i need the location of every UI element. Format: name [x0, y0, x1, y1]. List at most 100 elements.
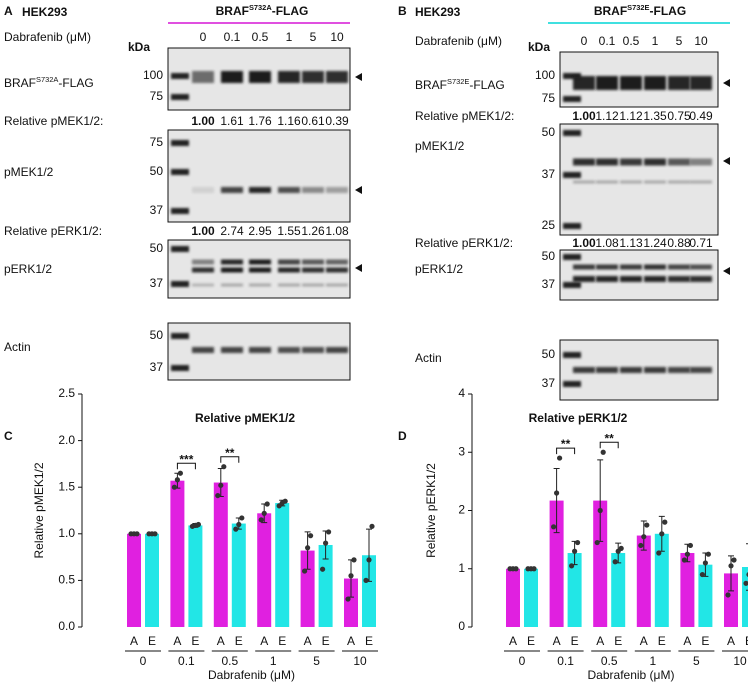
- protein-band: [644, 158, 666, 166]
- series-label: E: [148, 634, 156, 648]
- data-point: [236, 521, 242, 528]
- x-axis-label: Dabrafenib (μM): [588, 668, 675, 682]
- data-point: [743, 580, 748, 586]
- data-point: [618, 545, 624, 551]
- quant-value: 1.55: [277, 224, 301, 238]
- series-label: A: [727, 634, 735, 648]
- x-tick-label: 10: [733, 654, 747, 668]
- significance-bracket: [556, 447, 576, 455]
- series-label: A: [683, 634, 691, 648]
- protein-band: [249, 71, 271, 83]
- y-tick-label: 0: [458, 619, 465, 633]
- protein-band: [278, 187, 300, 193]
- construct-base: BRAF: [415, 78, 447, 92]
- quant-label: Relative pERK1/2:: [4, 224, 102, 238]
- data-point: [554, 490, 560, 496]
- protein-band: [249, 259, 271, 265]
- y-tick-label: 1: [458, 561, 465, 575]
- quant-value: 1.12: [619, 109, 643, 123]
- bar: [145, 533, 159, 627]
- x-tick-label: 0.1: [178, 654, 195, 668]
- marker-label: 75: [150, 135, 164, 149]
- y-axis-label: Relative pERK1/2: [424, 463, 438, 558]
- ladder-band: [563, 73, 581, 79]
- protein-band: [690, 158, 712, 166]
- data-point: [215, 492, 221, 499]
- protein-band: [302, 283, 324, 287]
- protein-band: [573, 276, 595, 282]
- ladder-band: [563, 172, 581, 178]
- quant-value: 1.12: [595, 109, 619, 123]
- band-arrow: [355, 73, 362, 81]
- bar: [611, 553, 626, 627]
- band-arrow: [355, 264, 362, 272]
- series-label: E: [614, 634, 622, 648]
- protein-band: [326, 71, 348, 83]
- protein-band: [596, 180, 618, 184]
- dose-label: 10: [330, 30, 344, 44]
- cell-line: HEK293: [415, 5, 461, 19]
- protein-band: [192, 267, 214, 273]
- blot: [167, 129, 351, 223]
- data-point: [233, 526, 239, 532]
- data-point: [731, 557, 737, 563]
- data-point: [699, 571, 706, 578]
- dose-label: 0: [581, 34, 588, 48]
- ladder-band: [563, 96, 581, 102]
- protein-band: [249, 347, 271, 353]
- protein-band: [192, 347, 214, 353]
- ladder-band: [171, 246, 189, 252]
- protein-band: [326, 267, 348, 273]
- marker-label: 50: [542, 347, 556, 361]
- significance-label: ***: [179, 452, 193, 466]
- protein-band: [690, 276, 712, 282]
- protein-band: [326, 347, 348, 353]
- quant-value: 0.61: [301, 114, 325, 128]
- ladder-band: [171, 73, 189, 79]
- bar: [257, 513, 272, 627]
- kda-label: kDa: [128, 40, 150, 54]
- panel-letter: D: [398, 429, 407, 443]
- protein-band: [644, 264, 666, 270]
- data-point: [600, 449, 606, 455]
- marker-label: 100: [535, 68, 555, 82]
- series-label: A: [304, 634, 312, 648]
- bar: [170, 480, 185, 627]
- series-label: A: [130, 634, 138, 648]
- marker-label: 37: [150, 203, 164, 217]
- series-label: E: [571, 634, 579, 648]
- protein-band: [278, 283, 300, 287]
- bar: [742, 567, 748, 627]
- protein-band: [249, 283, 271, 287]
- data-point: [531, 566, 537, 572]
- protein-band: [644, 180, 666, 184]
- protein-band: [668, 158, 690, 166]
- data-point: [351, 557, 357, 563]
- data-point: [551, 524, 557, 530]
- protein-band: [302, 259, 324, 265]
- y-tick-label: 3: [458, 444, 465, 458]
- y-tick-label: 1.0: [58, 526, 75, 540]
- protein-band: [278, 259, 300, 265]
- quant-value: 1.76: [248, 114, 272, 128]
- data-point: [221, 464, 227, 470]
- data-point: [728, 563, 734, 569]
- x-tick-label: 0.1: [557, 654, 574, 668]
- series-label: A: [173, 634, 181, 648]
- series-label: A: [553, 634, 561, 648]
- protein-band: [644, 276, 666, 282]
- data-point: [575, 539, 581, 546]
- dose-label: 1: [652, 34, 659, 48]
- marker-label: 37: [150, 360, 164, 374]
- series-label: A: [509, 634, 517, 648]
- bar: [127, 533, 141, 627]
- protein-band: [278, 267, 300, 273]
- y-tick-label: 2.5: [58, 386, 75, 400]
- significance-bracket: [599, 441, 619, 449]
- blot-label: pERK1/2: [415, 262, 463, 276]
- construct-suffix: -FLAG: [272, 4, 309, 18]
- band-arrow: [355, 186, 362, 194]
- protein-band: [690, 76, 712, 90]
- series-label: A: [640, 634, 648, 648]
